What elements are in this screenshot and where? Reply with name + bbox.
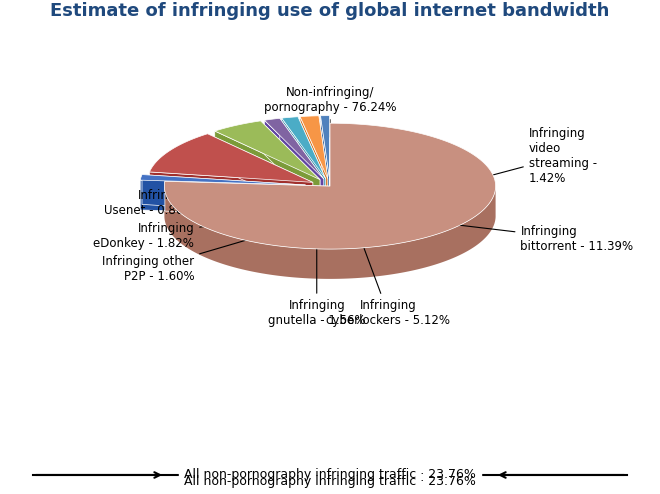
Polygon shape (142, 174, 306, 215)
Text: Infringing
Usenet - 0.86%: Infringing Usenet - 0.86% (104, 189, 241, 217)
Polygon shape (300, 116, 328, 179)
Text: Non-infringing/
pornography - 76.24%: Non-infringing/ pornography - 76.24% (264, 86, 396, 137)
Polygon shape (214, 131, 320, 209)
Polygon shape (149, 172, 313, 212)
Polygon shape (265, 118, 324, 179)
Polygon shape (280, 118, 324, 209)
Polygon shape (140, 174, 306, 185)
Polygon shape (164, 187, 496, 279)
Polygon shape (164, 123, 496, 249)
Polygon shape (282, 117, 325, 179)
Title: Estimate of infringing use of global internet bandwidth: Estimate of infringing use of global int… (50, 2, 610, 20)
Polygon shape (319, 116, 328, 208)
Polygon shape (321, 116, 329, 179)
Polygon shape (149, 134, 313, 182)
Polygon shape (321, 116, 329, 208)
Polygon shape (165, 181, 330, 216)
Polygon shape (207, 134, 313, 212)
Polygon shape (265, 120, 324, 209)
Text: Infringing
video
streaming -
1.42%: Infringing video streaming - 1.42% (478, 127, 597, 185)
Text: Infringing
eDonkey - 1.82%: Infringing eDonkey - 1.82% (93, 220, 248, 250)
Text: All non-pornography infringing traffic · 23.76%: All non-pornography infringing traffic ·… (184, 468, 476, 482)
Polygon shape (300, 117, 328, 208)
Polygon shape (261, 121, 320, 209)
Polygon shape (282, 118, 325, 208)
Text: Infringing other
P2P - 1.60%: Infringing other P2P - 1.60% (102, 233, 269, 283)
Polygon shape (140, 180, 306, 215)
Text: Infringing
cyberlockers - 5.12%: Infringing cyberlockers - 5.12% (326, 248, 450, 327)
Polygon shape (298, 117, 325, 208)
Polygon shape (214, 121, 320, 180)
Text: Infringing
gnutella - 1.56%: Infringing gnutella - 1.56% (268, 248, 366, 327)
Text: All non-pornography infringing traffic · 23.76%: All non-pornography infringing traffic ·… (184, 475, 476, 488)
Text: Infringing
bittorrent - 11.39%: Infringing bittorrent - 11.39% (440, 223, 634, 253)
